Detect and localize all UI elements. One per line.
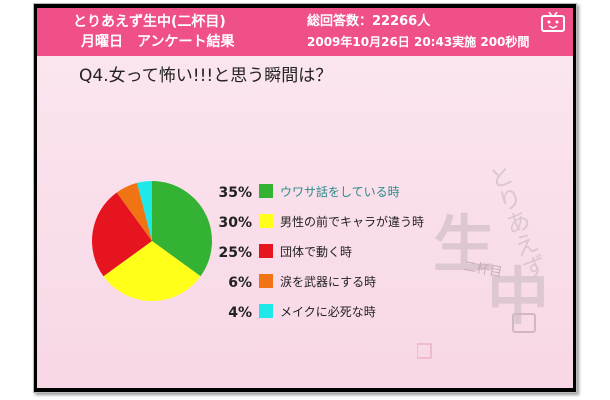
survey-screen: とりあえず生中(二杯目) 月曜日 アンケート結果 総回答数：22266人 200…	[37, 8, 573, 388]
legend-swatch-2	[259, 214, 273, 228]
watermark-logo: とりあえず 生 中 二杯目	[417, 161, 549, 359]
legend-value-3: 25%	[218, 245, 252, 261]
legend-label-5: メイクに必死な時	[280, 305, 376, 319]
legend-label-3: 団体で動く時	[280, 245, 352, 259]
pie-slice-4	[116, 182, 152, 241]
legend-value-2: 30%	[218, 215, 252, 231]
legend-swatch-1	[259, 184, 273, 198]
legend-value-4: 6%	[228, 275, 252, 291]
pie-chart: 35% ウワサ話をしている時 30% 男性の前でキャラが違う時 25% 団体で動く時 6% 涙…	[92, 181, 424, 321]
header-banner: とりあえず生中(二杯目) 月曜日 アンケート結果 総回答数：22266人 200…	[37, 8, 573, 56]
respondent-count: 総回答数：22266人	[307, 14, 431, 29]
pie-slice-5	[137, 181, 152, 241]
pie-slices	[92, 181, 212, 302]
pie-slice-2	[103, 241, 201, 302]
header-title-line2: 月曜日 アンケート結果	[81, 34, 235, 50]
legend-label-1: ウワサ話をしている時	[280, 184, 400, 199]
legend-value-1: 35%	[218, 185, 252, 201]
pie-slice-1	[152, 181, 212, 277]
legend-swatch-5	[259, 304, 273, 318]
pie-slice-3	[92, 192, 152, 277]
watermark-kanji-1: 生	[433, 208, 495, 281]
screen-frame: とりあえず生中(二杯目) 月曜日 アンケート結果 総回答数：22266人 200…	[33, 3, 577, 393]
watermark-stamp	[417, 343, 432, 359]
legend-label-4: 涙を武器にする時	[280, 274, 376, 289]
survey-datetime: 2009年10月26日 20:43実施 200秒間	[307, 35, 530, 49]
question-text: Q4.女って怖い!!!と思う瞬間は？	[79, 66, 333, 86]
legend: 35% ウワサ話をしている時 30% 男性の前でキャラが違う時 25% 団体で動く時 6% 涙…	[218, 184, 424, 321]
legend-swatch-3	[259, 244, 273, 258]
watermark-sub: 二杯目	[462, 259, 503, 281]
watermark-tv-icon	[512, 313, 536, 333]
legend-label-2: 男性の前でキャラが違う時	[280, 214, 424, 229]
tv-icon	[541, 12, 565, 32]
watermark-kanji-2: 中	[487, 260, 549, 333]
header-title-line1: とりあえず生中(二杯目)	[73, 14, 226, 30]
legend-value-5: 4%	[228, 305, 252, 321]
legend-swatch-4	[259, 274, 273, 288]
